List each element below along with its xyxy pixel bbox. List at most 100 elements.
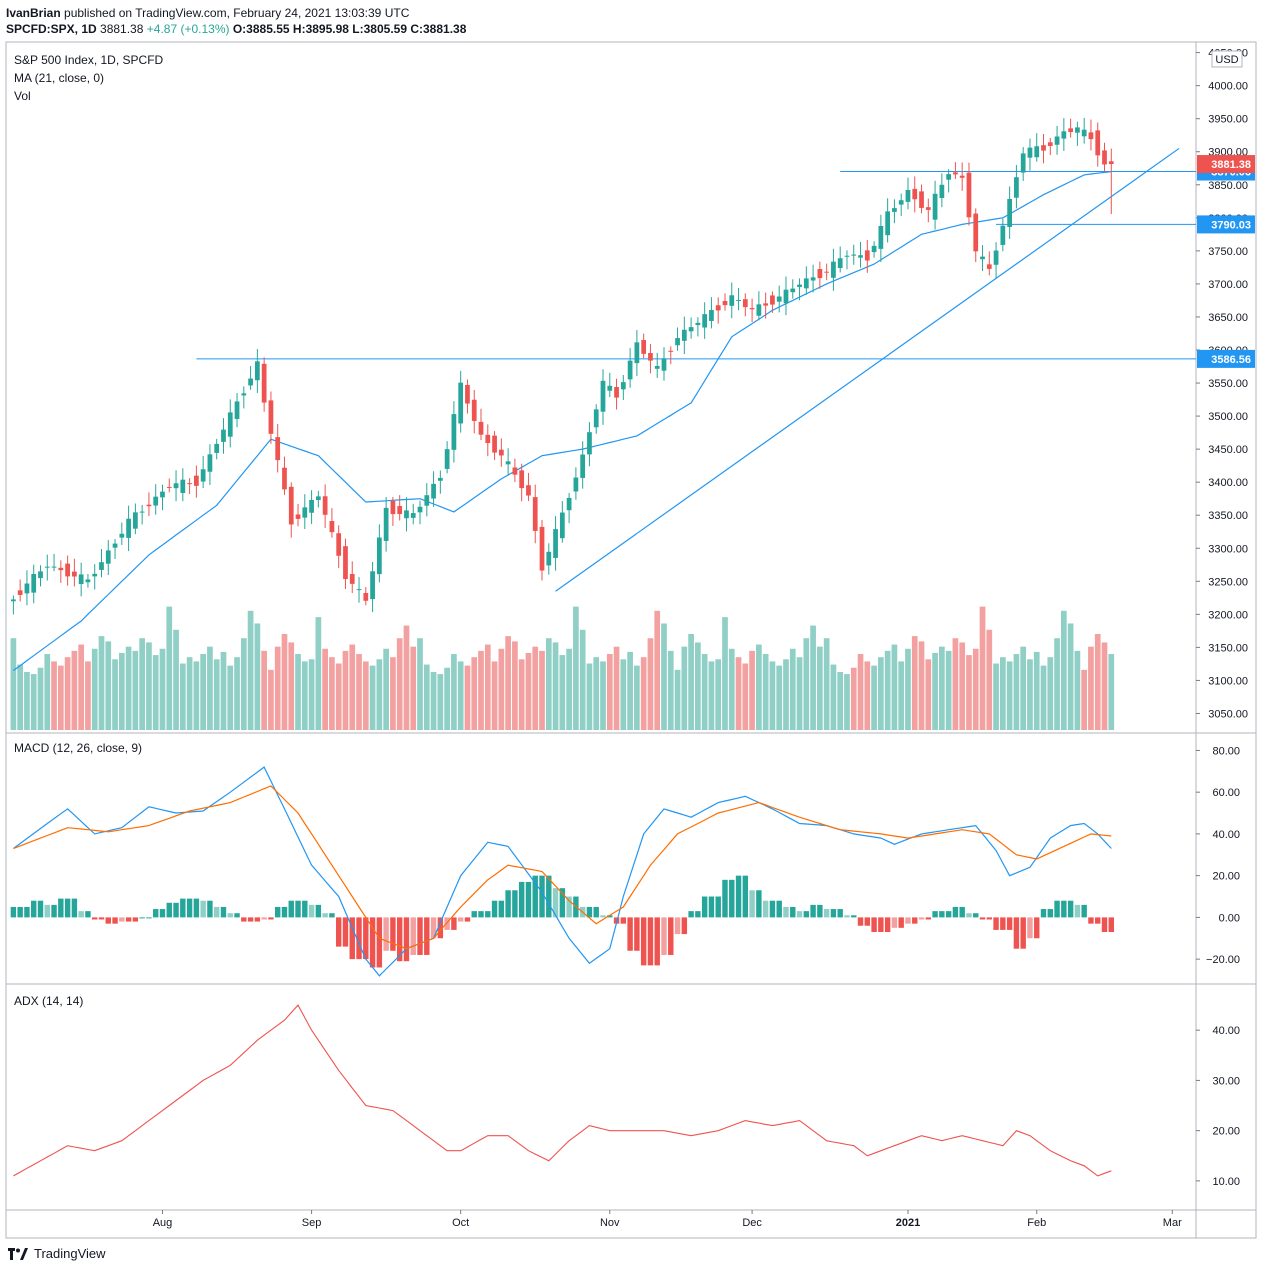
candle-body xyxy=(390,500,396,515)
close: C:3881.38 xyxy=(410,22,467,36)
macd-histogram-bar xyxy=(742,875,749,918)
volume-bar xyxy=(1020,646,1027,730)
candle-body xyxy=(1095,130,1101,156)
candle-body xyxy=(268,400,274,434)
volume-bar xyxy=(207,646,213,730)
volume-bar xyxy=(396,638,403,730)
candle-body xyxy=(1027,147,1033,158)
price-tick-label: 3750.00 xyxy=(1208,246,1248,258)
macd-histogram-bar xyxy=(695,911,701,918)
candle-body xyxy=(221,429,226,442)
volume-bar xyxy=(1094,634,1101,730)
volume-bar xyxy=(342,650,349,730)
volume-bar xyxy=(878,657,884,730)
price-tick-label: 3450.00 xyxy=(1208,444,1248,456)
volume-bar xyxy=(322,648,328,730)
macd-histogram-bar xyxy=(125,917,132,922)
volume-bar xyxy=(234,657,240,730)
volume-bar xyxy=(464,665,471,730)
volume-bar xyxy=(17,664,24,730)
candle-body xyxy=(898,200,904,205)
vol-legend[interactable]: Vol xyxy=(14,89,31,103)
volume-bar xyxy=(647,638,654,730)
volume-bar xyxy=(932,652,938,730)
volume-bar xyxy=(152,655,159,730)
high: H:3895.98 xyxy=(292,22,349,36)
candle-body xyxy=(315,496,321,501)
candle-body xyxy=(166,486,172,488)
macd-histogram-bar xyxy=(661,917,667,955)
volume-bar xyxy=(186,657,193,730)
macd-histogram-bar xyxy=(1013,917,1020,949)
volume-bar xyxy=(708,661,715,730)
candle-body xyxy=(803,278,809,289)
macd-histogram-bar xyxy=(274,906,281,918)
series-title[interactable]: S&P 500 Index, 1D, SPCFD xyxy=(14,53,164,67)
candle-body xyxy=(885,211,891,236)
macd-histogram-bar xyxy=(491,900,498,918)
volume-bar xyxy=(905,648,911,730)
macd-histogram-bar xyxy=(295,900,301,918)
candle-body xyxy=(790,288,796,293)
candle-body xyxy=(437,477,443,481)
macd-histogram-bar xyxy=(932,911,938,918)
price-tick-label: 3150.00 xyxy=(1208,642,1248,654)
level-badge xyxy=(1197,349,1255,368)
ma-legend[interactable]: MA (21, close, 0) xyxy=(14,71,105,85)
volume-bar xyxy=(986,629,993,730)
macd-histogram-bar xyxy=(390,917,396,951)
price-tick-label: 3950.00 xyxy=(1208,114,1248,126)
volume-bar xyxy=(281,634,288,730)
time-label: Aug xyxy=(153,1217,173,1229)
macd-histogram-bar xyxy=(1095,917,1101,924)
macd-histogram-bar xyxy=(112,917,118,924)
candle-body xyxy=(234,401,240,419)
volume-bar xyxy=(308,659,315,730)
adx-legend[interactable]: ADX (14, 14) xyxy=(14,994,84,1008)
candle-body xyxy=(1075,127,1080,133)
volume-bar xyxy=(417,638,423,730)
candle-body xyxy=(675,338,680,346)
candle-body xyxy=(417,506,423,513)
candle-body xyxy=(546,551,552,566)
adx-tick-label: 30.00 xyxy=(1212,1075,1240,1087)
candle-body xyxy=(634,342,640,364)
candle-body xyxy=(322,496,328,515)
candle-body xyxy=(1088,132,1094,140)
volume-bar xyxy=(51,661,57,730)
volume-bar xyxy=(227,665,234,730)
candle-body xyxy=(187,483,192,485)
candle-body xyxy=(729,295,735,306)
macd-histogram-bar xyxy=(979,917,986,920)
macd-histogram-bar xyxy=(539,875,545,918)
macd-histogram-bar xyxy=(302,900,308,918)
candle-body xyxy=(492,435,497,453)
candle-body xyxy=(892,208,897,212)
price-tick-label: 4000.00 xyxy=(1208,81,1248,93)
time-label: Oct xyxy=(452,1217,469,1229)
volume-bar xyxy=(1047,657,1054,730)
macd-legend[interactable]: MACD (12, 26, close, 9) xyxy=(14,741,143,755)
macd-histogram-bar xyxy=(959,906,965,918)
volume-bar xyxy=(735,657,742,730)
candle-body xyxy=(410,513,416,518)
macd-histogram-bar xyxy=(708,896,715,918)
volume-bar xyxy=(57,665,64,730)
macd-histogram-bar xyxy=(1000,917,1006,930)
volume-bar xyxy=(505,636,511,730)
candle-body xyxy=(112,543,118,548)
macd-histogram-bar xyxy=(1034,917,1040,939)
candle-body xyxy=(248,378,253,386)
volume-bar xyxy=(661,623,667,730)
macd-histogram-bar xyxy=(823,909,830,918)
candle-body xyxy=(749,308,755,310)
candle-body xyxy=(1054,136,1060,145)
price-tick-label: 3550.00 xyxy=(1208,378,1248,390)
time-label: Sep xyxy=(302,1217,322,1229)
candle-body xyxy=(329,520,335,533)
candle-body xyxy=(241,393,247,396)
macd-histogram-bar xyxy=(464,917,471,922)
footer-brand[interactable]: TradingView xyxy=(8,1246,106,1261)
volume-bar xyxy=(518,659,525,730)
